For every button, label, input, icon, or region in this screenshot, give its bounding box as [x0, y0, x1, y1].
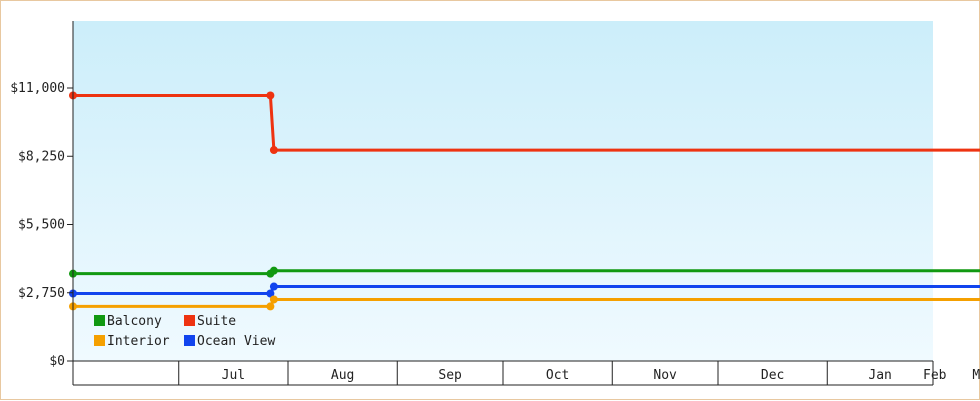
legend-label-balcony: Balcony — [107, 314, 162, 329]
x-tick-label: Feb — [923, 368, 947, 383]
x-tick-label: Oct — [546, 368, 569, 383]
legend-swatch-ocean-view — [184, 335, 195, 346]
legend-label-ocean-view: Ocean View — [197, 334, 275, 349]
legend-label-suite: Suite — [197, 314, 236, 329]
y-tick-label: $0 — [49, 354, 65, 369]
legend-label-interior: Interior — [107, 334, 170, 349]
y-tick-label: $11,000 — [10, 81, 65, 96]
y-tick-label: $8,250 — [18, 149, 65, 164]
data-point-suite — [269, 146, 278, 155]
data-point-suite — [266, 91, 275, 100]
y-tick-label: $5,500 — [18, 218, 65, 233]
data-point-balcony — [269, 266, 278, 275]
data-point-ocean-view — [269, 282, 278, 291]
plot-background — [73, 21, 933, 361]
x-tick-label: Jan — [868, 368, 891, 383]
data-point-interior — [266, 302, 275, 311]
y-tick-label: $2,750 — [18, 286, 65, 301]
data-point-interior — [269, 295, 278, 304]
legend-swatch-suite — [184, 315, 195, 326]
legend-swatch-interior — [94, 335, 105, 346]
x-tick-label: Sep — [438, 368, 462, 383]
data-point-ocean-view — [266, 289, 275, 298]
x-tick-label: Jul — [222, 368, 245, 383]
legend-swatch-balcony — [94, 315, 105, 326]
x-tick-label: Aug — [331, 368, 354, 383]
series-line-suite — [73, 94, 980, 152]
x-tick-label: Dec — [761, 368, 784, 383]
x-tick-label: Nov — [653, 368, 677, 383]
x-tick-label: Mar — [972, 368, 980, 383]
